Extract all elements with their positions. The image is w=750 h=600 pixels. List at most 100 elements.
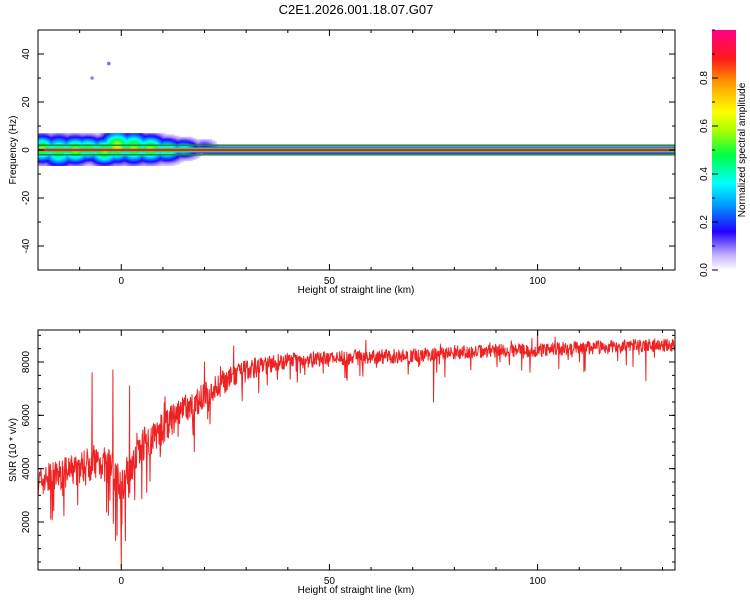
spectrogram-cell xyxy=(383,146,385,148)
spectrogram-cell xyxy=(143,133,145,135)
spectrogram-cell xyxy=(425,147,427,150)
spectrogram-cell xyxy=(165,158,168,160)
spectrogram-cell xyxy=(627,151,630,153)
spectrogram-cell xyxy=(371,151,373,153)
spectrogram-cell xyxy=(528,146,531,148)
spectrogram-cell xyxy=(65,158,67,160)
spectrogram-cell xyxy=(138,159,141,162)
spectrogram-cell xyxy=(309,147,312,150)
spectrogram-cell xyxy=(150,142,153,145)
spectrogram-cell xyxy=(435,151,438,153)
spectrogram-cell xyxy=(47,160,49,163)
spectrogram-cell xyxy=(485,151,487,153)
spectrogram-cell xyxy=(180,142,183,145)
spectrogram-cell xyxy=(359,147,361,150)
spectrogram-cell xyxy=(171,163,174,165)
spectrogram-cell xyxy=(458,151,460,153)
spectrogram-cell xyxy=(293,147,295,150)
spectrogram-cell xyxy=(95,133,97,135)
spectrogram-cell xyxy=(84,154,87,157)
spectrogram-cell xyxy=(266,151,268,153)
spectrogram-cell xyxy=(162,159,165,162)
spectrogram-cell xyxy=(357,152,360,154)
spectrogram-cell xyxy=(597,151,600,153)
spectrogram-cell xyxy=(69,142,72,145)
spectrogram-cell xyxy=(104,136,106,139)
spectrogram-cell xyxy=(92,134,94,136)
spectrogram-cell xyxy=(368,151,370,153)
spectrogram-cell xyxy=(96,135,99,138)
spectrogram-cell xyxy=(306,146,309,148)
spectrogram-cell xyxy=(627,147,630,150)
spectrogram-cell xyxy=(84,160,87,163)
spectrogram-cell xyxy=(93,146,96,148)
spectrogram-cell xyxy=(645,152,648,154)
spectrogram-cell xyxy=(500,152,502,154)
spectrogram-cell xyxy=(75,154,78,157)
spectrogram-cell xyxy=(138,158,141,160)
spectrogram-cell xyxy=(353,147,355,150)
spectrogram-cell xyxy=(135,163,138,165)
spectrogram-cell xyxy=(146,157,148,159)
spectrogram-cell xyxy=(87,157,90,159)
spectrogram-cell xyxy=(93,160,96,163)
spectrogram-cell xyxy=(114,146,117,148)
spectrogram-cell xyxy=(654,147,657,150)
spectrogram-cell xyxy=(164,136,166,139)
spectrogram-cell xyxy=(572,152,574,154)
spectrogram-cell xyxy=(56,140,58,142)
spectrogram-cell xyxy=(62,151,64,153)
spectrogram-cell xyxy=(126,133,129,135)
spectrogram-cell xyxy=(165,136,168,139)
spectrogram-cell xyxy=(423,152,426,154)
spectrogram-cell xyxy=(243,146,246,148)
spectrogram-cell xyxy=(248,152,250,154)
spectrogram-cell xyxy=(110,138,112,140)
spectrogram-cell xyxy=(158,134,160,136)
spectrogram-cell xyxy=(137,147,139,150)
spectrogram-cell xyxy=(168,162,171,164)
spectrogram-cell xyxy=(132,160,135,163)
spectrogram-cell xyxy=(117,139,120,141)
spectrogram-cell xyxy=(419,151,421,153)
spectrogram-cell xyxy=(209,139,211,141)
spectrogram-cell xyxy=(72,158,75,160)
spectrogram-cell xyxy=(96,152,99,154)
spectrogram-cell xyxy=(116,164,118,166)
spectrogram-cell xyxy=(72,135,75,138)
spectrogram-cell xyxy=(126,159,129,162)
spectrogram-cell xyxy=(207,142,210,145)
spectrogram-cell xyxy=(179,147,181,150)
spectrogram-cell xyxy=(54,157,57,159)
spectrogram-cell xyxy=(528,152,531,154)
spectrogram-cell xyxy=(501,151,504,153)
y-tick-label: 6000 xyxy=(21,404,32,427)
spectrogram-cell xyxy=(161,151,163,153)
spectrogram-cell xyxy=(141,157,144,159)
spectrogram-cell xyxy=(161,142,163,145)
spectrogram-cell xyxy=(78,151,81,153)
spectrogram-cell xyxy=(209,146,211,148)
spectrogram-cell xyxy=(42,139,45,141)
spectrogram-cell xyxy=(308,147,310,150)
spectrogram-cell xyxy=(456,151,459,153)
spectrogram-cell xyxy=(492,151,495,153)
spectrogram-cell xyxy=(84,147,87,150)
spectrogram-cell xyxy=(228,151,231,153)
spectrogram-cell xyxy=(183,140,186,142)
spectrogram-cell xyxy=(57,142,60,145)
spectrogram-cell xyxy=(104,134,106,136)
spectrogram-cell xyxy=(113,134,115,136)
spectrogram-cell xyxy=(128,141,130,144)
spectrogram-cell xyxy=(51,146,54,148)
spectrogram-cell xyxy=(56,159,58,162)
spectrogram-cell xyxy=(152,163,154,165)
spectrogram-cell xyxy=(93,136,96,139)
spectrogram-cell xyxy=(512,146,514,148)
spectrogram-cell xyxy=(45,156,48,158)
spectrogram-cell xyxy=(44,147,46,150)
spectrogram-cell xyxy=(101,158,103,160)
spectrogram-cell xyxy=(138,136,141,139)
spectrogram-cell xyxy=(77,164,79,166)
spectrogram-cell xyxy=(402,151,405,153)
